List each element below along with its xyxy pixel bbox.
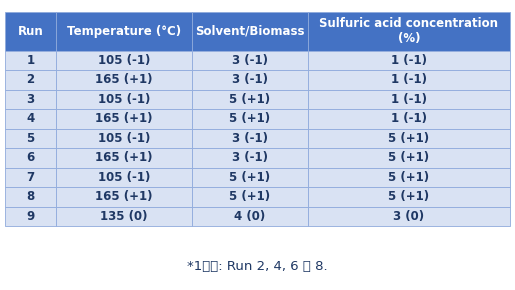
Text: 5 (+1): 5 (+1) [229, 171, 270, 184]
Text: 135 (0): 135 (0) [100, 210, 147, 223]
Bar [56, 12, 192, 51]
Text: 165 (+1): 165 (+1) [95, 113, 152, 126]
Text: 3 (0): 3 (0) [393, 210, 424, 223]
Bar [192, 168, 308, 187]
Bar [5, 129, 56, 148]
Text: 3 (-1): 3 (-1) [232, 54, 268, 67]
Text: 5 (+1): 5 (+1) [229, 113, 270, 126]
Bar [5, 168, 56, 187]
Bar [308, 207, 510, 226]
Text: 165 (+1): 165 (+1) [95, 151, 152, 164]
Text: Temperature (°C): Temperature (°C) [66, 25, 181, 38]
Bar [5, 109, 56, 129]
Text: 3 (-1): 3 (-1) [232, 132, 268, 145]
Bar [192, 187, 308, 207]
Bar [192, 51, 308, 70]
Text: 105 (-1): 105 (-1) [97, 171, 150, 184]
Bar [5, 187, 56, 207]
Bar [192, 148, 308, 168]
Bar [308, 129, 510, 148]
Text: Run: Run [18, 25, 43, 38]
Bar [192, 70, 308, 90]
Bar [5, 51, 56, 70]
Bar [308, 70, 510, 90]
Bar [56, 51, 192, 70]
Bar [56, 70, 192, 90]
Text: 3: 3 [26, 93, 35, 106]
Text: 165 (+1): 165 (+1) [95, 73, 152, 86]
Bar [56, 148, 192, 168]
Text: 4 (0): 4 (0) [234, 210, 266, 223]
Text: 105 (-1): 105 (-1) [97, 54, 150, 67]
Text: 4: 4 [26, 113, 35, 126]
Bar [5, 148, 56, 168]
Bar [56, 187, 192, 207]
Bar [192, 207, 308, 226]
Bar [308, 12, 510, 51]
Text: Sulfuric acid concentration
(%): Sulfuric acid concentration (%) [319, 17, 499, 45]
Bar [56, 168, 192, 187]
Bar [308, 168, 510, 187]
Text: 105 (-1): 105 (-1) [97, 93, 150, 106]
Text: 9: 9 [26, 210, 35, 223]
Text: 3 (-1): 3 (-1) [232, 73, 268, 86]
Bar [5, 12, 56, 51]
Bar [308, 51, 510, 70]
Bar [56, 90, 192, 109]
Text: 5: 5 [26, 132, 35, 145]
Bar [192, 109, 308, 129]
Text: 1 (-1): 1 (-1) [391, 73, 427, 86]
Text: 165 (+1): 165 (+1) [95, 191, 152, 204]
Bar [56, 129, 192, 148]
Text: 5 (+1): 5 (+1) [388, 171, 430, 184]
Text: 1 (-1): 1 (-1) [391, 113, 427, 126]
Text: 7: 7 [26, 171, 35, 184]
Text: 5 (+1): 5 (+1) [388, 191, 430, 204]
Bar [5, 207, 56, 226]
Text: 8: 8 [26, 191, 35, 204]
Bar [308, 109, 510, 129]
Text: 3 (-1): 3 (-1) [232, 151, 268, 164]
Bar [308, 90, 510, 109]
Text: 1: 1 [26, 54, 35, 67]
Bar [56, 109, 192, 129]
Text: Solvent/Biomass: Solvent/Biomass [195, 25, 305, 38]
Bar [5, 70, 56, 90]
Bar [192, 12, 308, 51]
Text: *1년차: Run 2, 4, 6 및 8.: *1년차: Run 2, 4, 6 및 8. [187, 260, 328, 273]
Bar [308, 187, 510, 207]
Text: 5 (+1): 5 (+1) [388, 151, 430, 164]
Text: 6: 6 [26, 151, 35, 164]
Text: 1 (-1): 1 (-1) [391, 93, 427, 106]
Text: 5 (+1): 5 (+1) [388, 132, 430, 145]
Text: 5 (+1): 5 (+1) [229, 93, 270, 106]
Text: 1 (-1): 1 (-1) [391, 54, 427, 67]
Bar [56, 207, 192, 226]
Bar [308, 148, 510, 168]
Text: 105 (-1): 105 (-1) [97, 132, 150, 145]
Bar [5, 90, 56, 109]
Text: 5 (+1): 5 (+1) [229, 191, 270, 204]
Text: 2: 2 [26, 73, 35, 86]
Bar [192, 90, 308, 109]
Bar [192, 129, 308, 148]
